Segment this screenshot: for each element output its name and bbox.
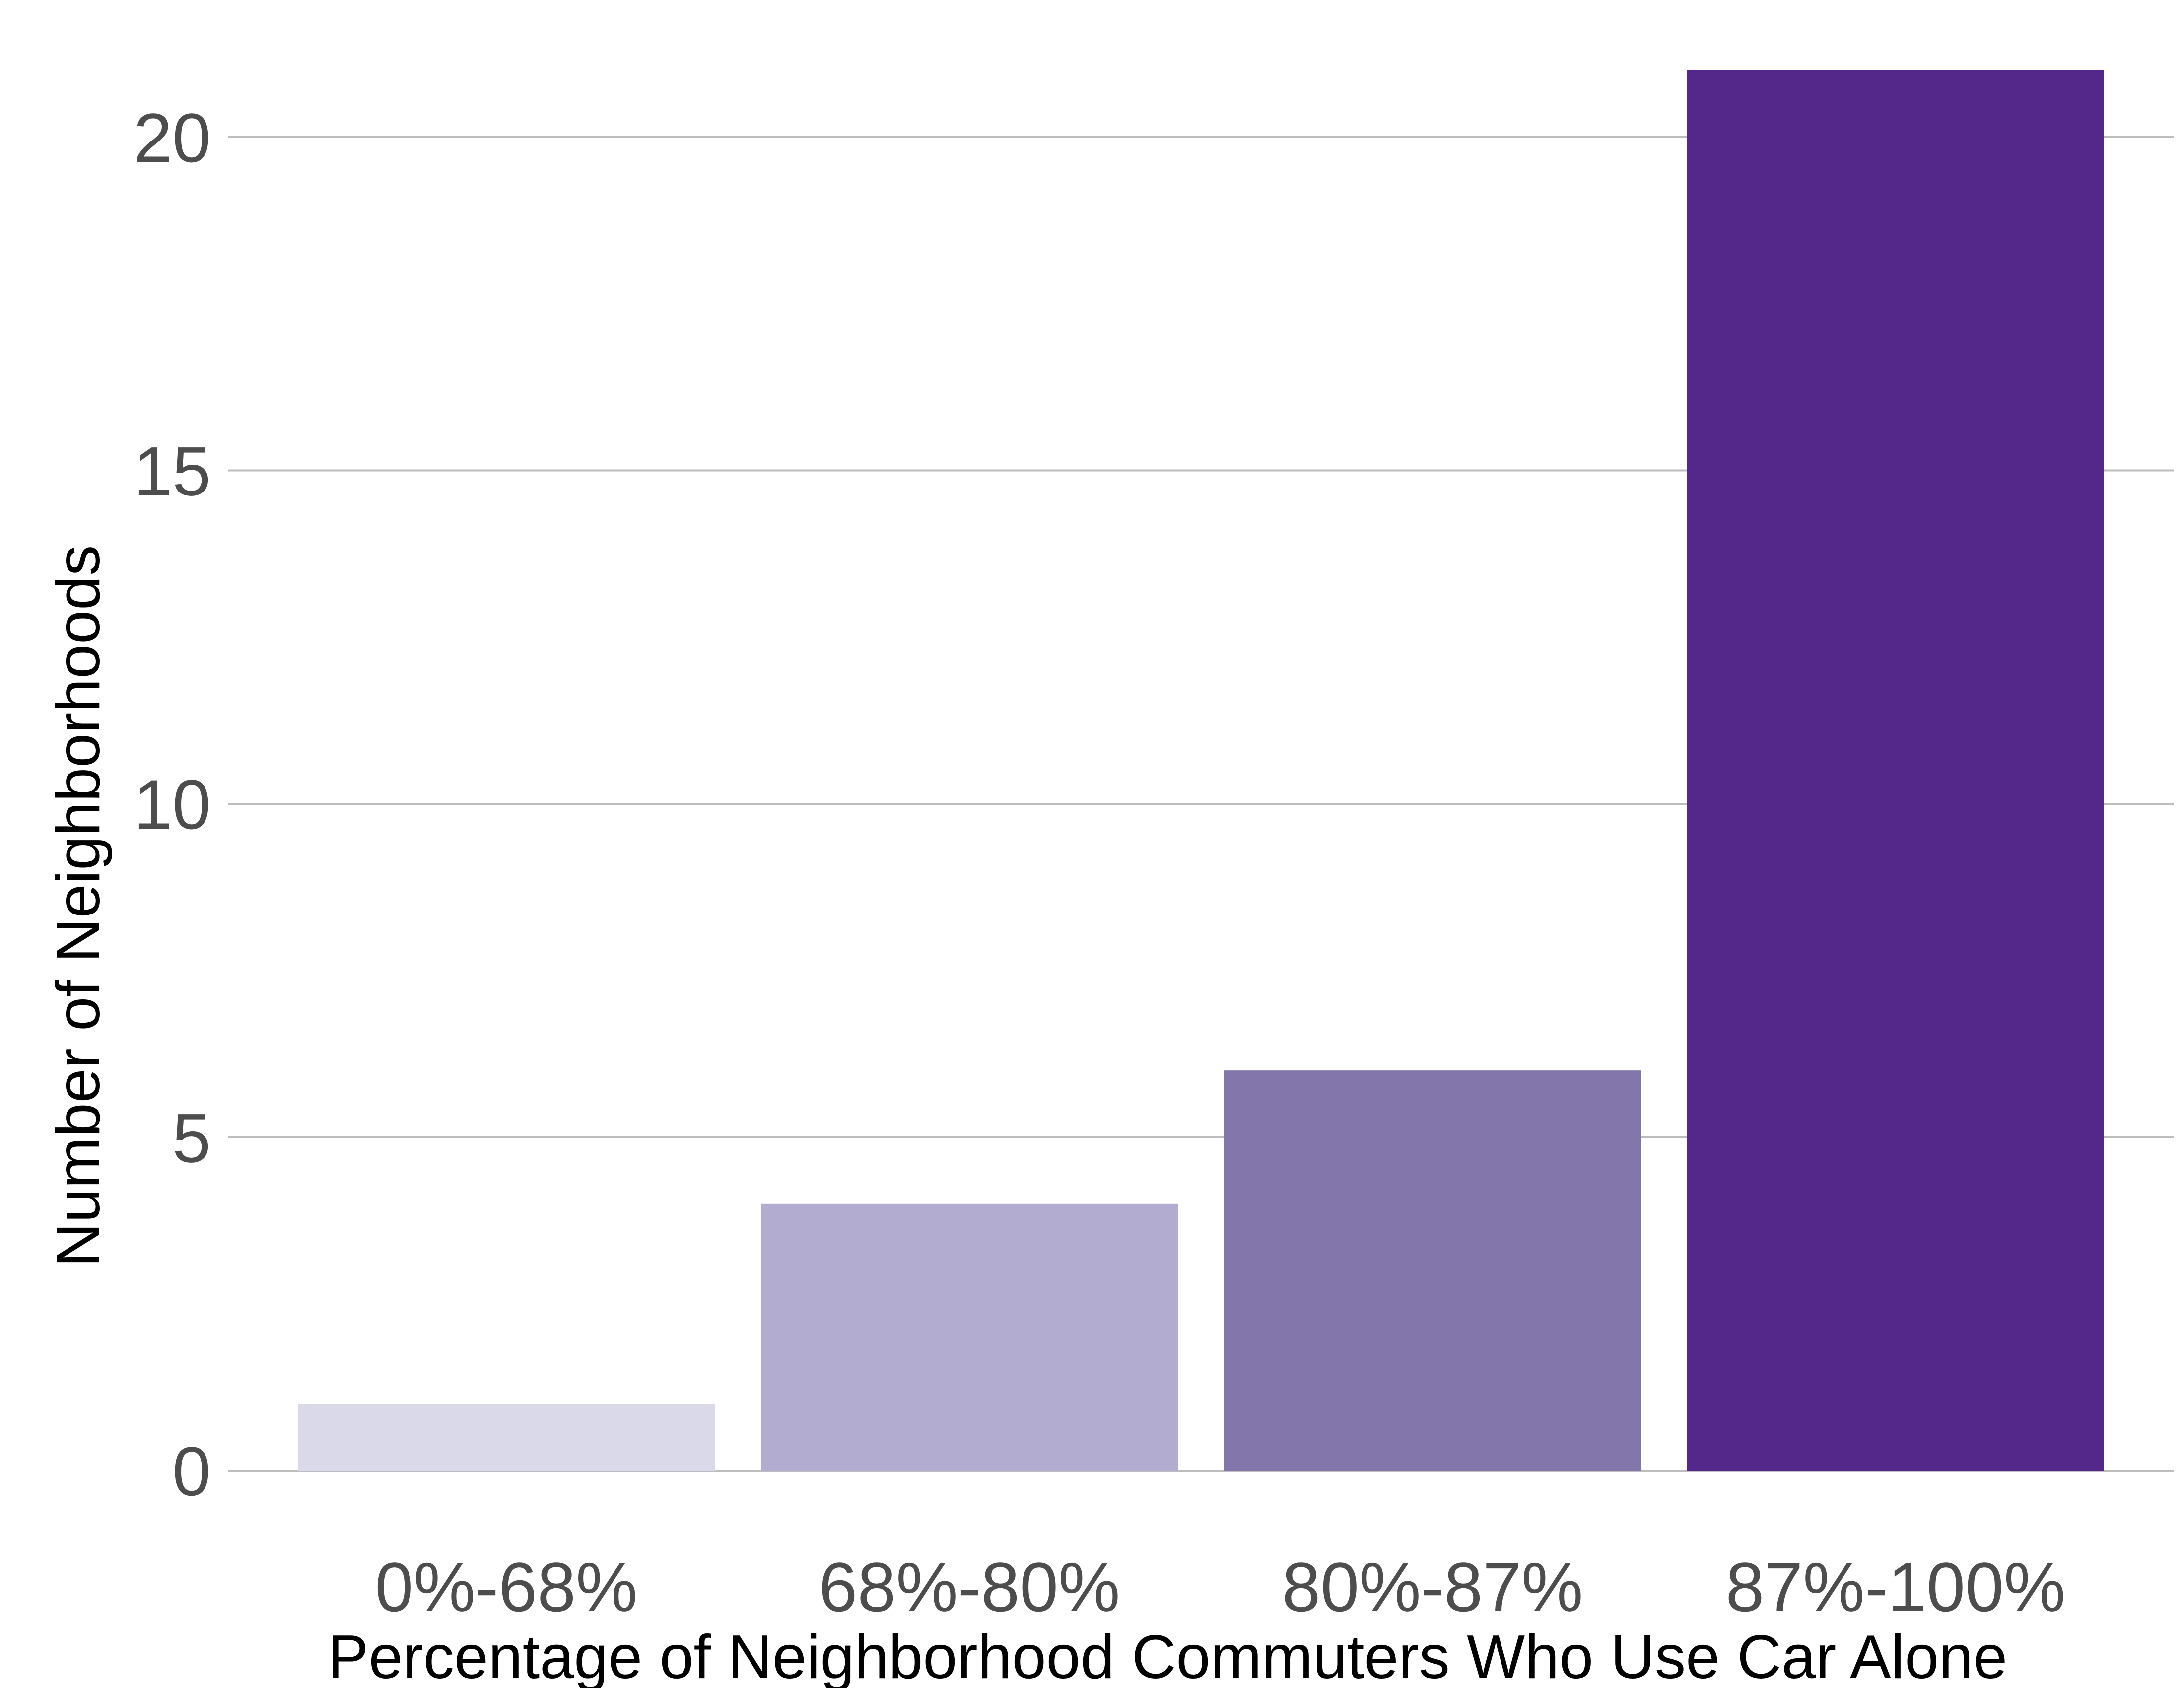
y-tick-label: 0 [172,1432,211,1510]
bar-2 [761,1203,1178,1471]
y-tick-label: 5 [172,1099,211,1177]
x-axis-title: Percentage of Neighborhood Commuters Who… [328,1623,2007,1688]
bar-4 [1687,70,2104,1471]
x-axis-ticks: 0%-68% 68%-80% 80%-87% 87%-100% [375,1548,2065,1626]
y-tick-label: 20 [134,99,211,177]
bar-3 [1224,1070,1641,1471]
y-tick-label: 10 [134,766,211,844]
x-tick-label: 0%-68% [375,1548,637,1626]
y-tick-label: 15 [134,432,211,510]
y-axis-ticks: 0 5 10 15 20 [134,99,211,1510]
y-axis-title: Number of Neighborhoods [44,545,113,1267]
x-tick-label: 87%-100% [1726,1548,2066,1626]
bar-1 [298,1404,715,1471]
x-tick-label: 80%-87% [1282,1548,1583,1626]
bars [298,70,2104,1471]
x-tick-label: 68%-80% [819,1548,1120,1626]
